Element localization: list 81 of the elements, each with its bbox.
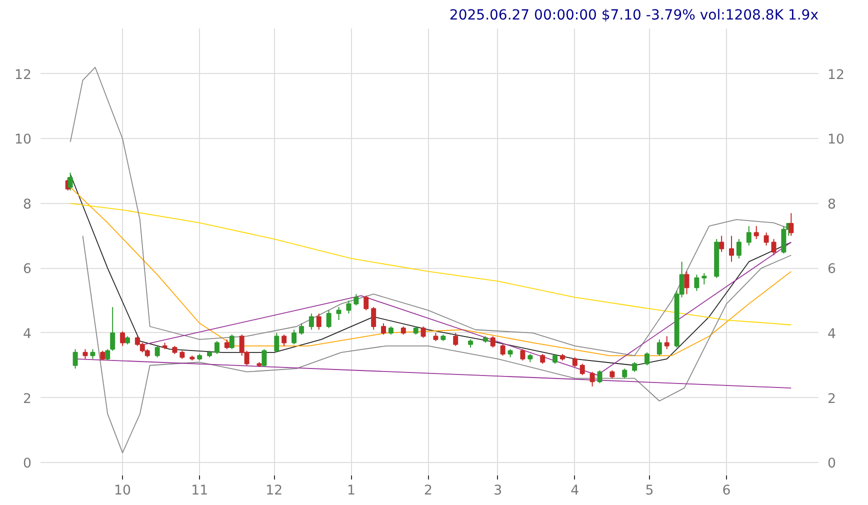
y2-tick-label: 12 [828,68,844,83]
line-series [82,235,792,454]
x-tick-label: 1 [346,484,356,498]
candlestick [684,270,690,295]
candlestick [540,354,546,364]
x-tick-label: 4 [570,484,580,498]
candlestick [371,306,376,330]
candlestick [346,300,352,314]
y-tick-label: 0 [23,456,32,472]
y2-tick-label: 2 [828,392,836,407]
y2-tick-label: 8 [828,197,836,212]
candlestick [262,348,267,368]
candlestick [453,332,458,346]
candlestick [781,226,786,254]
y-tick-label: 2 [23,392,32,407]
y-tick-label: 10 [14,132,32,148]
candlestick [72,348,78,370]
candlestick [381,322,386,336]
candlestick [622,368,628,379]
x-tick-label: 10 [114,484,132,498]
x-tick-label: 11 [191,484,208,498]
candlestick [719,235,724,252]
y-tick-label: 12 [14,68,32,83]
candlestick [597,370,602,384]
candlestick [746,226,752,246]
candlestick [580,363,585,376]
x-tick-label: 12 [266,484,283,498]
candlestick [214,340,220,355]
candlestick [364,295,369,311]
candlestick [694,274,700,292]
y2-tick-label: 6 [828,262,836,278]
candlestick [729,235,734,262]
x-tick-label: 2 [424,484,432,498]
candlestick [68,172,73,191]
candlestick [764,232,769,246]
line-series [70,202,792,326]
candlestick [520,348,526,362]
candlestick [299,322,304,336]
candlestick [229,334,234,350]
candlestick [282,334,287,346]
candlestick [224,338,230,350]
x-tick-label: 5 [645,484,654,498]
candlestick [552,354,558,364]
candlestick [110,306,116,352]
y2-tick-label: 0 [828,456,836,472]
y-tick-label: 4 [23,326,32,342]
candlestick [788,212,794,236]
candlestick [100,350,106,362]
candlestick [82,348,88,360]
y2-tick-label: 4 [828,326,836,342]
y2-tick-label: 10 [828,132,844,148]
candlestick [274,332,280,353]
candlestick [754,226,759,240]
candlestick [336,306,342,321]
candlestick [771,238,776,256]
candlestick [154,345,160,358]
candlestick [316,313,322,330]
candlestick [572,356,578,368]
candlestick [326,310,332,329]
y-tick-label: 8 [23,197,32,212]
candlestick [702,272,707,285]
candlestick [354,294,359,306]
candlestick [90,348,96,360]
candlestick [308,313,314,330]
y-tick-label: 6 [23,262,32,278]
chart-title: 2025.06.27 00:00:00 $7.10 -3.79% vol:1208.8K 1.9x [449,8,819,24]
candlestick [656,338,662,356]
candlestick [420,326,426,338]
x-tick-label: 6 [722,484,731,498]
candlestick [664,336,670,350]
x-tick-label: 3 [494,484,502,498]
candlestick [105,348,110,362]
candlestick [590,371,595,387]
candlestick [490,336,496,348]
candlestick [644,352,650,366]
line-series [144,242,792,376]
candlestick [632,362,638,372]
candlestick [120,330,126,346]
candlestick [736,238,742,259]
candlestick [500,344,506,356]
candlestick [292,329,297,345]
